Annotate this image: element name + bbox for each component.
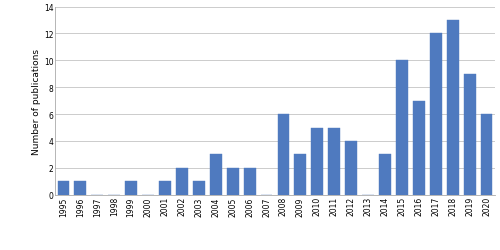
Bar (210, 155, 222, 195)
Bar (480, 115, 492, 195)
Bar (58, 182, 70, 195)
Bar (244, 168, 256, 195)
Bar (379, 155, 391, 195)
Bar (278, 115, 289, 195)
Bar (396, 61, 408, 195)
Bar (464, 74, 475, 195)
Bar (430, 34, 442, 195)
Bar (74, 182, 86, 195)
Bar (413, 101, 425, 195)
Bar (193, 182, 205, 195)
Bar (328, 128, 340, 195)
Bar (159, 182, 171, 195)
Bar (227, 168, 238, 195)
Bar (312, 128, 323, 195)
Bar (447, 21, 458, 195)
Y-axis label: Number of publications: Number of publications (32, 48, 41, 154)
Bar (294, 155, 306, 195)
Bar (345, 142, 357, 195)
Bar (125, 182, 137, 195)
Bar (176, 168, 188, 195)
